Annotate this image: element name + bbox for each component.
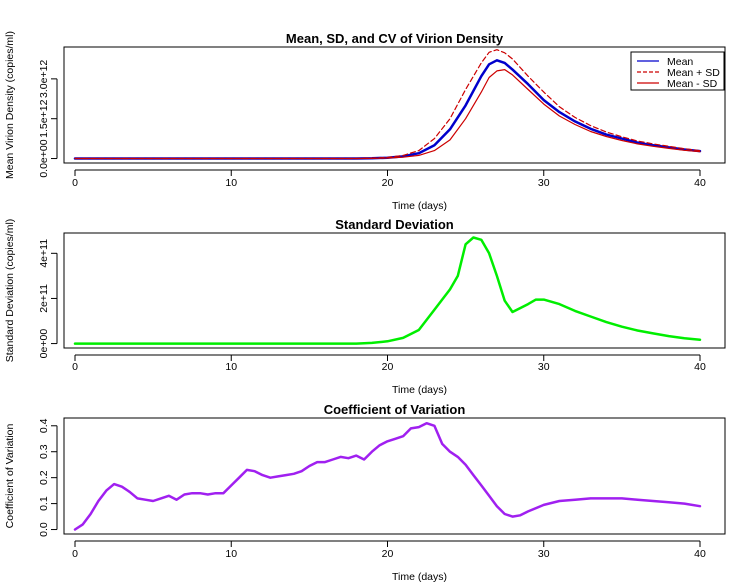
chart-2-x-tick-label-0: 0 — [72, 361, 78, 373]
chart-1-x-tick-label-4: 40 — [694, 177, 706, 189]
chart-3-x-axis-label: Time (days) — [392, 571, 447, 582]
chart-2-x-axis-label: Time (days) — [392, 384, 447, 396]
chart-3-y-tick-label-0: 0.0 — [38, 522, 50, 537]
chart-3-x-tick-label-3: 30 — [538, 548, 550, 560]
chart-1-x-axis-label: Time (days) — [392, 200, 447, 212]
chart-1-x-tick-label-3: 30 — [538, 177, 550, 189]
chart-2-x-tick-label-2: 20 — [382, 361, 394, 373]
chart-1-legend-label-1: Mean — [667, 56, 693, 68]
chart-3-x-tick-label-1: 10 — [225, 548, 237, 560]
chart-3-title: Coefficient of Variation — [324, 402, 466, 417]
chart-3-y-tick-label-3: 0.3 — [38, 444, 50, 459]
chart-1-series-line-2 — [74, 49, 701, 160]
chart-1-legend-label-2: Mean + SD — [667, 67, 720, 79]
chart-3-y-tick-label-1: 0.1 — [38, 496, 50, 511]
chart-1-legend-label-3: Mean - SD — [667, 78, 718, 90]
chart-2-x-tick-label-1: 10 — [225, 361, 237, 373]
chart-2-y-tick-label-2: 4e+11 — [38, 239, 50, 268]
chart-3-y-axis-label: Coefficient of Variation — [4, 424, 16, 529]
chart-1-x-tick-label-0: 0 — [72, 177, 78, 189]
chart-2-x-tick-label-4: 40 — [694, 361, 706, 373]
chart-3-plot-frame — [63, 417, 726, 535]
chart-1-x-tick-label-2: 20 — [382, 177, 394, 189]
chart-1-x-tick-label-1: 10 — [225, 177, 237, 189]
chart-3-y-tick-label-2: 0.2 — [38, 470, 50, 485]
chart-2-title: Standard Deviation — [335, 217, 454, 232]
chart-1-y-axis-label: Mean Virion Density (copies/ml) — [4, 31, 16, 179]
chart-2-series-group — [73, 236, 702, 345]
chart-1-series-group — [73, 49, 702, 160]
chart-3: Coefficient of Variation 0 10 20 30 40 Time (d… — [4, 402, 726, 582]
chart-1-y-tick-label-2: 3.0e+12 — [38, 60, 50, 98]
chart-3-y-tick-label-4: 0.4 — [38, 418, 50, 433]
chart-3-x-tick-label-2: 20 — [382, 548, 394, 560]
chart-1-legend-box — [630, 51, 725, 91]
chart-1-plot-frame — [63, 46, 726, 164]
chart-2: Standard Deviation 0 10 20 30 40 Time (days) 0e… — [4, 217, 726, 396]
chart-2-y-tick-label-1: 2e+11 — [38, 284, 50, 313]
chart-1-y-tick-label-1: 1.5e+12 — [38, 99, 50, 137]
chart-2-series-line-1 — [73, 236, 702, 345]
chart-3-x-tick-label-4: 40 — [694, 548, 706, 560]
chart-2-x-tick-label-3: 30 — [538, 361, 550, 373]
chart-1: Mean, SD, and CV of Virion Density 0 10 20 3… — [4, 31, 726, 212]
chart-2-y-axis-label: Standard Deviation (copies/ml) — [4, 219, 16, 363]
chart-3-series-line-1 — [73, 421, 702, 531]
chart-1-title: Mean, SD, and CV of Virion Density — [286, 31, 504, 46]
chart-2-plot-frame — [63, 232, 726, 349]
chart-1-y-tick-label-0: 0.0e+00 — [38, 139, 50, 177]
chart-1-series-line-3 — [74, 69, 701, 160]
chart-3-x-tick-label-0: 0 — [72, 548, 78, 560]
chart-2-y-tick-label-0: 0e+00 — [38, 329, 50, 359]
chart-1-series-line-1 — [73, 59, 702, 160]
chart-3-series-group — [73, 421, 702, 531]
